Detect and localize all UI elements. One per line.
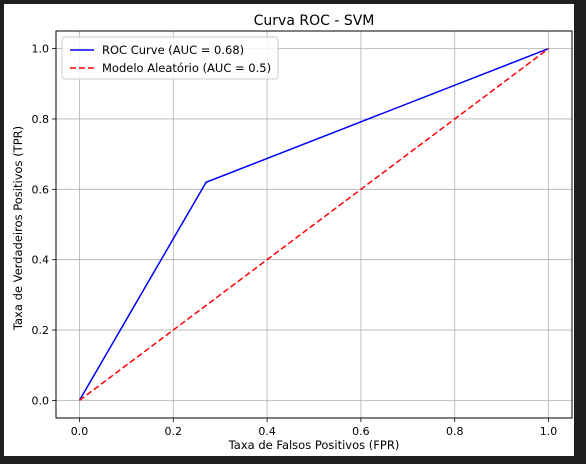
chart-title: Curva ROC - SVM [254,13,375,29]
x-tick-label: 0.8 [446,425,464,438]
series-line-1 [78,47,549,401]
x-tick-label: 0.0 [71,425,89,438]
legend-label-2: Modelo Aleatório (AUC = 0.5) [102,61,271,75]
legend-label-1: ROC Curve (AUC = 0.68) [102,43,244,57]
legend: ROC Curve (AUC = 0.68) Modelo Aleatório (… [61,36,279,80]
figure: Curva ROC - SVM 0.0 0.2 0.4 0.6 0.8 1.0 0.0 0.2… [4,4,574,456]
plot-area [55,30,573,419]
y-tick-label: 0.0 [32,394,50,407]
x-axis-label: Taxa de Falsos Positivos (FPR) [228,438,400,452]
roc-chart: Curva ROC - SVM 0.0 0.2 0.4 0.6 0.8 1.0 0.0 0.2… [11,13,573,452]
series-line-2 [79,47,549,402]
y-axis-label: Taxa de Verdadeiros Positivos (TPR) [11,126,25,331]
series-lines [78,47,549,402]
y-tick-label: 0.2 [32,324,50,337]
legend-box [61,36,279,80]
x-tick-label: 0.4 [258,425,276,438]
x-tick-label: 1.0 [540,425,558,438]
axis-ticks: 0.0 0.2 0.4 0.6 0.8 1.0 0.0 0.2 0.4 0.6 0.8 1.0 [32,43,558,438]
y-tick-label: 0.4 [32,254,50,267]
x-tick-label: 0.6 [352,425,370,438]
y-tick-label: 0.8 [32,113,50,126]
y-tick-label: 0.6 [32,183,50,196]
x-tick-label: 0.2 [165,425,183,438]
y-tick-label: 1.0 [32,43,50,56]
